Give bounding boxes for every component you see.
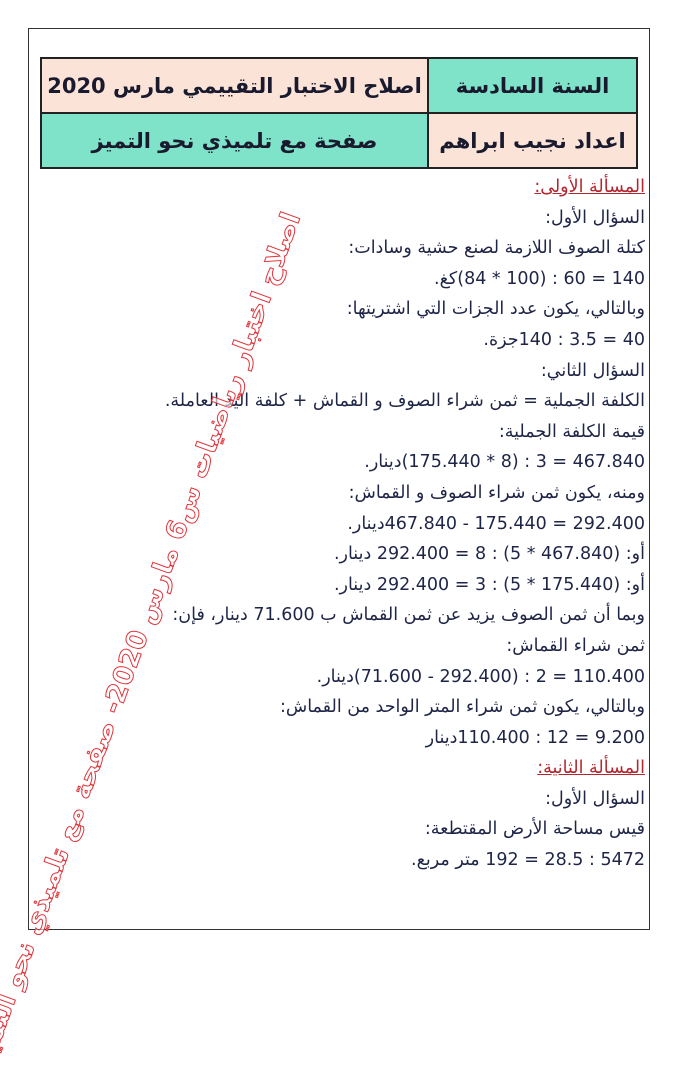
line-text: 110.400 = 2 : (292.400 - 71.600)دينار. xyxy=(316,666,645,687)
text-line: كتلة الصوف اللازمة لصنع حشية وسادات: xyxy=(85,233,645,264)
text-line: قيس مساحة الأرض المقتطعة: xyxy=(85,814,645,845)
text-line: 292.400 = 175.440 - 467.840دينار. xyxy=(85,509,645,540)
text-line: 110.400 = 2 : (292.400 - 71.600)دينار. xyxy=(85,662,645,693)
text-line: 140 = 60 : (100 * 84)كغ. xyxy=(85,264,645,295)
line-text: ثمن شراء القماش: xyxy=(506,635,645,656)
line-text: قيس مساحة الأرض المقتطعة: xyxy=(424,819,645,840)
line-text: وبالتالي، يكون ثمن شراء المتر الواحد من … xyxy=(279,697,645,718)
text-line: وبالتالي، يكون ثمن شراء المتر الواحد من … xyxy=(85,692,645,723)
section-heading: المسألة الأولى: xyxy=(85,172,645,203)
text-line: 9.200 = 12 : 110.400دينار xyxy=(85,723,645,754)
text-line: الكلفة الجملية = ثمن شراء الصوف و القماش… xyxy=(85,386,645,417)
section-heading: المسألة الثانية: xyxy=(85,753,645,784)
line-text: المسألة الثانية: xyxy=(537,758,645,779)
text-line: وبالتالي، يكون عدد الجزات التي اشتريتها: xyxy=(85,294,645,325)
line-text: 140 = 60 : (100 * 84)كغ. xyxy=(434,268,645,289)
line-text: وبالتالي، يكون عدد الجزات التي اشتريتها: xyxy=(346,299,645,320)
line-text: ومنه، يكون ثمن شراء الصوف و القماش: xyxy=(348,482,645,503)
text-line: السؤال الأول: xyxy=(85,784,645,815)
text-line: السؤال الأول: xyxy=(85,203,645,234)
line-text: أو: (175.440 * 5) : 3 = 292.400 دينار. xyxy=(333,574,645,595)
line-text: 5472 : 28.5 = 192 متر مربع. xyxy=(411,850,645,871)
line-text: 9.200 = 12 : 110.400دينار xyxy=(425,727,645,748)
line-text: 467.840 = 3 : (8 * 175.440)دينار. xyxy=(364,452,645,473)
text-line: 5472 : 28.5 = 192 متر مربع. xyxy=(85,845,645,876)
text-line: أو: (467.840 * 5) : 8 = 292.400 دينار. xyxy=(85,539,645,570)
exam-title: اصلاح الاختبار التقييمي مارس 2020 xyxy=(41,58,428,113)
text-line: قيمة الكلفة الجملية: xyxy=(85,417,645,448)
author: اعداد نجيب ابراهم xyxy=(428,113,637,168)
grade-level: السنة السادسة xyxy=(428,58,637,113)
page-name: صفحة مع تلميذي نحو التميز xyxy=(41,113,428,168)
line-text: أو: (467.840 * 5) : 8 = 292.400 دينار. xyxy=(333,544,645,565)
line-text: 40 = 3.5 : 140جزة. xyxy=(483,329,645,350)
page-frame xyxy=(28,28,650,930)
text-line: وبما أن ثمن الصوف يزيد عن ثمن القماش ب 7… xyxy=(85,600,645,631)
text-line: ومنه، يكون ثمن شراء الصوف و القماش: xyxy=(85,478,645,509)
text-line: 40 = 3.5 : 140جزة. xyxy=(85,325,645,356)
line-text: السؤال الأول: xyxy=(545,788,645,809)
header-table: اصلاح الاختبار التقييمي مارس 2020 السنة … xyxy=(40,57,638,169)
line-text: المسألة الأولى: xyxy=(534,177,645,197)
line-text: قيمة الكلفة الجملية: xyxy=(498,421,645,442)
line-text: السؤال الثاني: xyxy=(540,360,645,381)
line-text: كتلة الصوف اللازمة لصنع حشية وسادات: xyxy=(348,238,645,259)
text-line: السؤال الثاني: xyxy=(85,356,645,387)
line-text: السؤال الأول: xyxy=(545,207,645,228)
line-text: الكلفة الجملية = ثمن شراء الصوف و القماش… xyxy=(164,391,645,412)
line-text: 292.400 = 175.440 - 467.840دينار. xyxy=(347,513,645,534)
solution-body: المسألة الأولى: السؤال الأول: كتلة الصوف ا… xyxy=(85,172,645,876)
text-line: ثمن شراء القماش: xyxy=(85,631,645,662)
text-line: أو: (175.440 * 5) : 3 = 292.400 دينار. xyxy=(85,570,645,601)
line-text: وبما أن ثمن الصوف يزيد عن ثمن القماش ب 7… xyxy=(172,605,645,626)
text-line: 467.840 = 3 : (8 * 175.440)دينار. xyxy=(85,447,645,478)
